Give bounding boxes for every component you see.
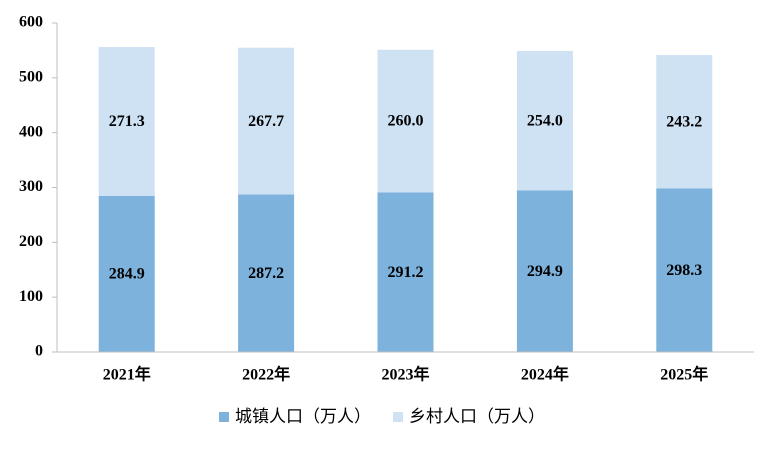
data-label: 291.2: [388, 264, 424, 281]
bar-segment: [656, 55, 713, 189]
y-tick-label: 400: [19, 123, 43, 140]
data-label: 294.9: [527, 263, 563, 280]
data-label: 287.2: [248, 265, 284, 282]
y-tick-label: 500: [19, 69, 43, 86]
bar-segment: [377, 49, 434, 193]
legend-label: 乡村人口（万人）: [409, 407, 545, 426]
bar-segment: [377, 192, 434, 352]
legend-label: 城镇人口（万人）: [235, 407, 371, 426]
x-tick-label: 2022年: [242, 365, 290, 384]
data-label: 243.2: [666, 113, 702, 130]
y-tick-label: 0: [35, 343, 43, 360]
x-tick-label: 2023年: [381, 365, 429, 384]
data-label: 260.0: [388, 113, 424, 130]
x-tick-label: 2024年: [521, 365, 569, 384]
x-tick-label: 2025年: [660, 365, 708, 384]
legend-swatch: [219, 412, 229, 422]
data-label: 271.3: [109, 113, 145, 130]
bar-segment: [516, 51, 573, 191]
bar-segment: [98, 195, 155, 352]
data-label: 284.9: [109, 266, 145, 283]
y-tick-label: 200: [19, 233, 43, 250]
data-label: 254.0: [527, 112, 563, 129]
bar-segment: [238, 47, 295, 195]
bar-segment: [516, 190, 573, 352]
bar-segment: [238, 194, 295, 352]
data-label: 267.7: [248, 113, 284, 130]
y-tick-label: 600: [19, 14, 43, 31]
legend: 城镇人口（万人） 乡村人口（万人）: [219, 407, 545, 426]
y-tick-label: 100: [19, 288, 43, 305]
bar-segment: [656, 188, 713, 352]
y-tick-label: 300: [19, 178, 43, 195]
data-label: 298.3: [666, 262, 702, 279]
legend-swatch: [393, 412, 403, 422]
x-tick-label: 2021年: [103, 365, 151, 384]
bar-segment: [98, 47, 155, 196]
